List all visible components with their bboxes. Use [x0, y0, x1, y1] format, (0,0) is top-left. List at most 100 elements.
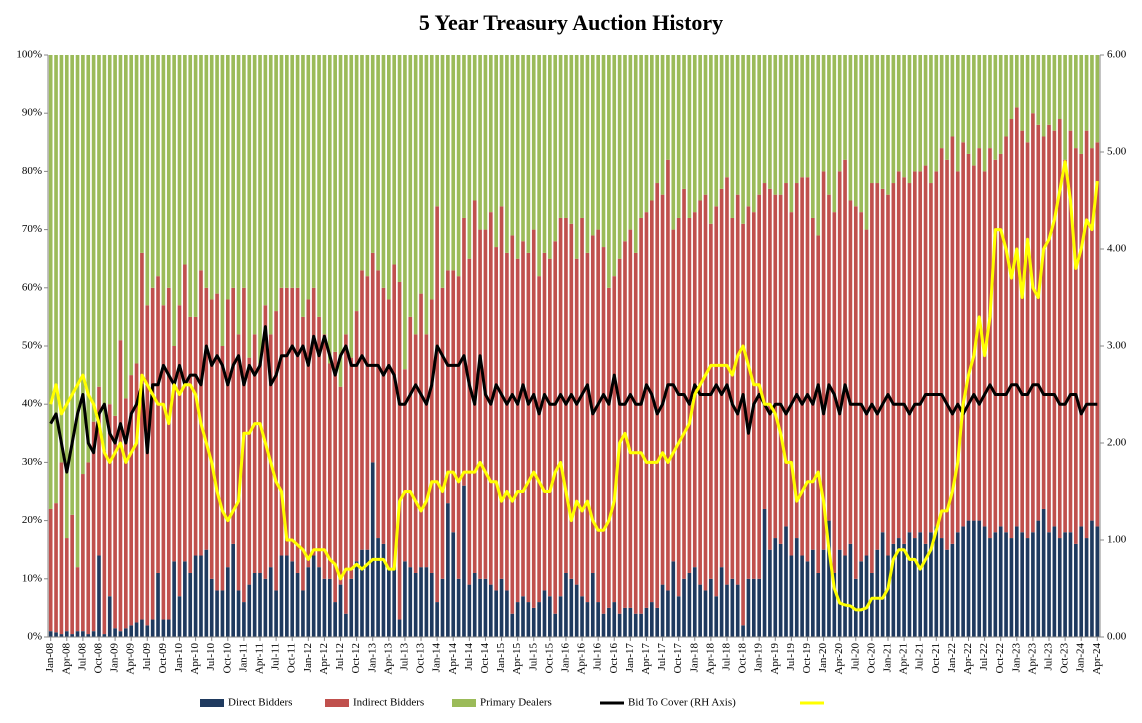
x-tick-label: Jul-13 [398, 643, 410, 671]
x-tick-label: Oct-22 [994, 643, 1006, 674]
x-tick-label: Jul-10 [205, 643, 217, 671]
bar-segment [918, 171, 923, 533]
bar-segment [118, 55, 123, 341]
bar-segment [435, 55, 439, 207]
bar-segment [558, 55, 563, 218]
bar-segment [966, 55, 971, 154]
bar-segment [929, 183, 933, 533]
bar-segment [75, 567, 80, 632]
bar-segment [644, 607, 649, 637]
bar-segment [542, 590, 547, 637]
bar-segment [242, 55, 246, 288]
bar-segment [333, 351, 337, 603]
bar-segment [327, 578, 332, 637]
bar-segment [644, 212, 649, 608]
bar-segment [451, 55, 456, 271]
bar-segment [510, 55, 515, 236]
bar-segment [1063, 159, 1067, 533]
x-tick-label: Jan-21 [882, 643, 894, 672]
legend-label: Indirect Bidders [353, 697, 424, 709]
bar-segment [961, 142, 965, 527]
bar-segment [784, 55, 788, 184]
bar-segment [687, 572, 692, 637]
bar-segment [768, 188, 772, 550]
bar-segment [215, 293, 219, 591]
bar-segment [1052, 526, 1057, 637]
bar-segment [719, 188, 724, 568]
bar-segment [118, 340, 123, 632]
bar-segment [548, 596, 552, 637]
x-tick-label: Jan-18 [688, 643, 700, 673]
bar-segment [574, 258, 579, 585]
bar-segment [682, 578, 686, 637]
bar-segment [1004, 136, 1008, 533]
bar-segment [537, 55, 541, 277]
bar-segment [1068, 532, 1073, 637]
bar-segment [354, 561, 359, 637]
bar-segment [478, 55, 482, 230]
bar-segment [907, 532, 912, 637]
bar-segment [505, 590, 509, 637]
bar-segment [837, 55, 842, 172]
x-tick-label: Jul-21 [914, 643, 926, 671]
bar-segment [365, 55, 370, 277]
bar-segment [381, 543, 386, 637]
bar-segment [311, 555, 316, 637]
bar-segment [440, 55, 445, 288]
bar-segment [97, 386, 101, 556]
bar-segment [913, 171, 917, 539]
bar-segment [306, 567, 311, 637]
bar-segment [692, 567, 697, 637]
bar-segment [741, 625, 745, 637]
bar-segment [875, 183, 880, 550]
bar-segment [397, 619, 402, 637]
bar-segment [537, 276, 541, 603]
x-tick-label: Oct-16 [608, 643, 620, 674]
bar-segment [204, 55, 209, 288]
bar-segment [880, 188, 885, 533]
bar-segment [633, 613, 638, 637]
bar-segment [574, 55, 579, 259]
bar-segment [258, 55, 262, 364]
bar-segment [225, 55, 230, 300]
bar-segment [488, 212, 493, 585]
bar-segment [709, 578, 713, 637]
bar-segment [429, 299, 434, 573]
bar-segment [827, 55, 831, 195]
bar-segment [526, 602, 531, 637]
bar-segment [617, 613, 622, 637]
x-tick-label: Jul-19 [785, 643, 797, 671]
bar-segment [719, 55, 724, 189]
bar-segment [1052, 55, 1057, 131]
y2-tick-label: 0.00 [1107, 631, 1127, 643]
bar-segment [837, 171, 842, 550]
bar-segment [601, 247, 606, 614]
bar-segment [692, 55, 697, 213]
bar-segment [483, 55, 488, 230]
bar-segment [462, 485, 466, 637]
bar-segment [682, 55, 686, 189]
x-tick-label: Jul-08 [76, 643, 88, 671]
bar-segment [993, 532, 998, 637]
bar-segment [48, 631, 53, 637]
bar-segment [1090, 520, 1094, 637]
bar-segment [510, 613, 515, 637]
bar-segment [950, 55, 955, 137]
bar-segment [660, 194, 665, 585]
bar-segment [392, 55, 397, 265]
bar-segment [199, 55, 203, 271]
bar-segment [1063, 55, 1067, 160]
bar-segment [317, 316, 321, 568]
bar-segment [972, 520, 976, 637]
y2-tick-label: 3.00 [1107, 340, 1127, 352]
bar-segment [81, 474, 85, 632]
bar-segment [215, 55, 219, 294]
bar-segment [370, 55, 375, 253]
bar-segment [483, 229, 488, 579]
bar-segment [440, 578, 445, 637]
bar-segment [1084, 130, 1089, 539]
bar-segment [864, 55, 869, 230]
bar-segment [344, 613, 348, 637]
bar-segment [676, 217, 681, 597]
bar-segment [923, 165, 928, 544]
